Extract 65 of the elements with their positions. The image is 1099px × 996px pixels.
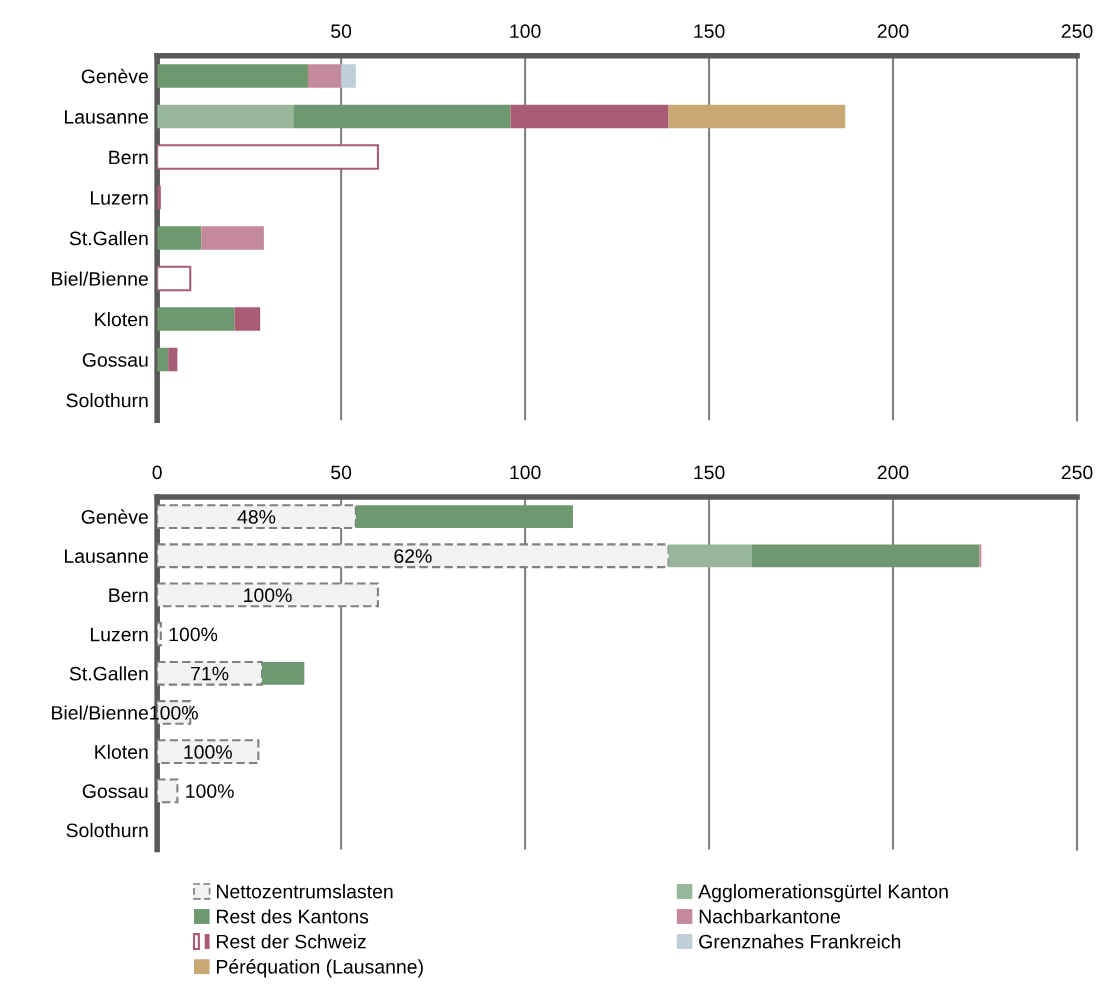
y-tick-label: Solothurn [66,393,148,408]
y-tick-label: Luzern [90,191,148,205]
annotation: 100% [184,745,232,759]
bar [157,307,235,331]
y-tick-label: St.Gallen [69,666,148,681]
annotation: 100% [186,784,234,798]
x-tick-label: 100 [510,24,541,39]
x-tick-label: 200 [877,465,909,480]
annotation: 71% [191,666,229,681]
bar [157,226,202,250]
y-tick-label: Bern [109,150,148,165]
bar [157,265,192,292]
x-tick-label: 250 [1061,465,1093,480]
annotation: 62% [394,549,432,563]
y-tick-label: Solothurn [66,822,148,838]
y-tick-label: Biel/Bienne [52,271,148,286]
bar [157,104,294,129]
y-tick-label: Lausanne [65,110,148,124]
y-tick-label: Lausanne [65,549,148,564]
bar [157,621,162,647]
annotation: 48% [237,510,276,524]
bar [262,661,305,685]
bar [157,739,260,765]
bar [668,544,752,568]
y-tick-label: Genève [81,68,148,84]
x-tick-label: 100 [510,465,541,480]
legend-label: Grenznahes Frankreich [699,934,901,949]
bar [668,104,846,129]
bar [157,660,264,686]
legend-label: Nachbarkantone [699,909,841,924]
x-tick-label: 200 [877,24,909,39]
x-tick-label: 50 [331,24,352,39]
y-tick-label: Kloten [95,312,148,327]
annotation: 100% [169,627,218,642]
bar [510,104,669,129]
x-tick-label: 50 [331,465,352,480]
bar [751,544,980,568]
bar [201,226,264,250]
legend-label: Rest des Kantons [217,909,369,924]
x-tick-label: 250 [1061,24,1093,39]
y-tick-label: Gossau [82,784,148,799]
x-tick-label: 0 [152,465,162,480]
y-tick-label: Biel/Bienne [52,705,148,720]
y-tick-label: Genève [81,509,148,524]
legend-label: Nettozentrumslasten [217,884,393,899]
legend-label: Rest der Schweiz [217,934,366,949]
bar [293,104,511,129]
bar [168,347,178,372]
bar [355,505,573,528]
bar [234,307,261,331]
bar [157,64,309,88]
y-tick-label: Bern [109,588,148,603]
bar [157,144,379,170]
x-tick-label: 150 [694,24,725,39]
bar [341,64,356,88]
legend-label: Agglomerationsgürtel Kanton [698,884,948,903]
bar [157,778,179,804]
y-tick-label: St.Gallen [69,231,148,246]
y-tick-label: Gossau [82,353,148,367]
y-tick-label: Kloten [95,744,148,759]
bar [308,64,342,88]
x-tick-label: 150 [694,465,725,480]
y-tick-label: Luzern [90,627,148,642]
annotation: 100% [244,588,292,603]
legend-label: Péréquation (Lausanne) [217,959,423,978]
